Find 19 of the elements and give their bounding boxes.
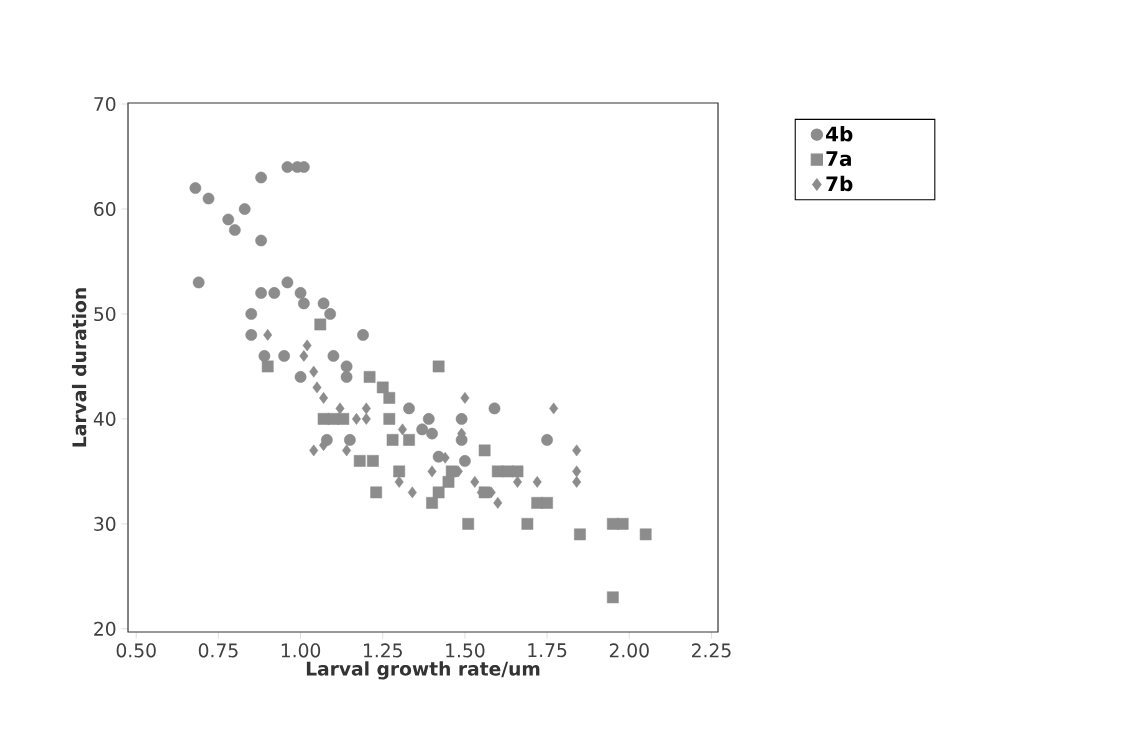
x-tick-label: 2.25 xyxy=(692,643,731,658)
legend-label: 7a xyxy=(826,151,851,167)
y-tick-label: 70 xyxy=(94,96,116,112)
y-tick-label: 30 xyxy=(94,516,116,531)
x-tick-label: 0.50 xyxy=(116,643,156,658)
y-tick-label: 40 xyxy=(93,411,116,426)
y-tick-label: 20 xyxy=(94,621,116,636)
x-tick-label: 1.25 xyxy=(364,643,402,658)
x-tick-label: 0.75 xyxy=(198,643,238,658)
legend-label: 7b xyxy=(826,175,853,192)
legend-label: 4b xyxy=(826,126,853,142)
x-tick-label: 1.50 xyxy=(446,643,485,658)
x-tick-label: 1.00 xyxy=(281,643,321,658)
x-axis-title: Larval growth rate/um xyxy=(306,661,540,680)
x-tick-label: 1.75 xyxy=(528,643,567,658)
y-axis-title: Larval duration xyxy=(71,288,87,447)
x-tick-label: 2.00 xyxy=(609,643,649,658)
y-tick-label: 50 xyxy=(94,306,116,322)
y-tick-label: 60 xyxy=(94,201,116,217)
